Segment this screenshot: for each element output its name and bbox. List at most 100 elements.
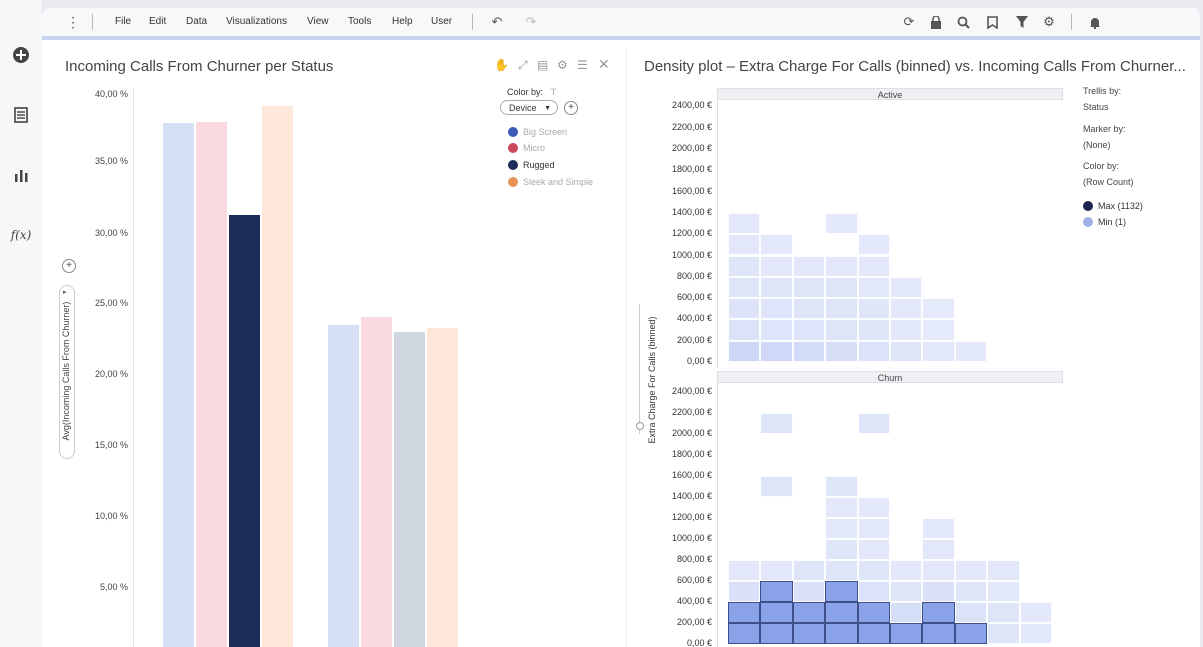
density-cell[interactable] bbox=[728, 340, 761, 362]
density-cell[interactable] bbox=[825, 212, 858, 235]
expand-icon[interactable]: ⤢ bbox=[518, 58, 528, 72]
menu-tools[interactable]: Tools bbox=[348, 16, 372, 27]
density-cell[interactable] bbox=[760, 623, 793, 644]
density-cell[interactable] bbox=[825, 602, 858, 623]
density-cell[interactable] bbox=[857, 319, 890, 341]
density-cell[interactable] bbox=[890, 319, 923, 341]
lock-icon[interactable] bbox=[927, 13, 945, 31]
bar-chart-icon[interactable] bbox=[10, 164, 32, 186]
close-icon[interactable]: ✕ bbox=[598, 56, 610, 72]
density-cell[interactable] bbox=[954, 623, 988, 644]
list-icon[interactable]: ☰ bbox=[577, 58, 588, 72]
density-cell[interactable] bbox=[728, 276, 761, 299]
density-cell[interactable] bbox=[890, 581, 923, 602]
density-cell[interactable] bbox=[792, 319, 826, 341]
density-cell[interactable] bbox=[890, 560, 923, 581]
density-cell[interactable] bbox=[857, 276, 890, 299]
density-cell[interactable] bbox=[792, 602, 826, 623]
density-cell[interactable] bbox=[760, 276, 793, 299]
density-cell[interactable] bbox=[792, 581, 826, 602]
density-cell[interactable] bbox=[1019, 602, 1052, 623]
density-cell[interactable] bbox=[825, 539, 858, 560]
density-cell[interactable] bbox=[890, 298, 923, 320]
density-cell[interactable] bbox=[857, 497, 890, 518]
density-cell[interactable] bbox=[825, 255, 858, 277]
redo-icon[interactable]: ↷ bbox=[525, 14, 537, 29]
density-cell[interactable] bbox=[857, 518, 890, 539]
density-cell[interactable] bbox=[792, 340, 826, 362]
density-cell[interactable] bbox=[857, 413, 890, 434]
menu-view[interactable]: View bbox=[307, 16, 329, 27]
density-cell[interactable] bbox=[987, 560, 1020, 581]
density-cell[interactable] bbox=[857, 234, 890, 256]
menu-edit[interactable]: Edit bbox=[149, 16, 167, 27]
density-cell[interactable] bbox=[1019, 623, 1052, 644]
density-cell[interactable] bbox=[954, 602, 988, 623]
function-icon[interactable]: f(x) bbox=[10, 228, 32, 242]
bar-sleek-and-simple-churn[interactable] bbox=[427, 327, 458, 647]
density-cell[interactable] bbox=[760, 476, 793, 497]
density-cell[interactable] bbox=[987, 623, 1020, 644]
bar-micro-churn[interactable] bbox=[361, 316, 392, 647]
bar-micro-active[interactable] bbox=[196, 121, 227, 647]
add-color-button[interactable]: + bbox=[564, 101, 578, 115]
density-cell[interactable] bbox=[857, 340, 890, 362]
density-cell[interactable] bbox=[890, 340, 923, 362]
details-icon[interactable]: ▤ bbox=[537, 58, 549, 72]
bar-rugged-active[interactable] bbox=[229, 215, 260, 647]
density-cell[interactable] bbox=[987, 581, 1020, 602]
menu-visualizations[interactable]: Visualizations bbox=[226, 16, 287, 27]
reload-icon[interactable]: ⟳ bbox=[903, 14, 915, 29]
density-cell[interactable] bbox=[890, 602, 923, 623]
menu-file[interactable]: File bbox=[115, 16, 132, 27]
density-cell[interactable] bbox=[728, 234, 761, 256]
density-cell[interactable] bbox=[857, 298, 890, 320]
y-axis-selector[interactable] bbox=[59, 285, 75, 459]
bar-sleek-and-simple-active[interactable] bbox=[262, 106, 293, 647]
density-cell[interactable] bbox=[825, 623, 858, 644]
axis-handle-icon[interactable] bbox=[636, 422, 644, 430]
density-cell[interactable] bbox=[922, 340, 955, 362]
bar-big-screen-churn[interactable] bbox=[328, 325, 359, 647]
density-cell[interactable] bbox=[825, 298, 858, 320]
density-cell[interactable] bbox=[792, 560, 826, 581]
density-cell[interactable] bbox=[922, 298, 955, 320]
density-cell[interactable] bbox=[857, 255, 890, 277]
bookmark-icon[interactable] bbox=[983, 13, 1001, 31]
density-cell[interactable] bbox=[825, 340, 858, 362]
menu-user[interactable]: User bbox=[431, 16, 453, 27]
density-cell[interactable] bbox=[760, 581, 793, 602]
density-cell[interactable] bbox=[728, 623, 761, 644]
density-cell[interactable] bbox=[760, 298, 793, 320]
density-cell[interactable] bbox=[825, 560, 858, 581]
density-cell[interactable] bbox=[922, 623, 955, 644]
density-cell[interactable] bbox=[954, 560, 988, 581]
density-cell[interactable] bbox=[954, 340, 988, 362]
density-cell[interactable] bbox=[987, 602, 1020, 623]
kebab-menu-icon[interactable]: ⋮ bbox=[66, 14, 80, 30]
density-cell[interactable] bbox=[728, 602, 761, 623]
density-cell[interactable] bbox=[792, 276, 826, 299]
axis-dropdown-arrow-icon[interactable]: ▸ bbox=[63, 289, 67, 296]
density-cell[interactable] bbox=[922, 319, 955, 341]
density-cell[interactable] bbox=[825, 581, 858, 602]
density-cell[interactable] bbox=[760, 602, 793, 623]
bar-rugged-churn[interactable] bbox=[394, 332, 425, 647]
undo-icon[interactable]: ↶ bbox=[491, 14, 503, 29]
density-cell[interactable] bbox=[760, 340, 793, 362]
density-cell[interactable] bbox=[728, 212, 761, 235]
color-by-select[interactable]: Device ▼ bbox=[500, 100, 558, 115]
data-table-icon[interactable] bbox=[10, 104, 32, 126]
density-cell[interactable] bbox=[825, 276, 858, 299]
menu-help[interactable]: Help bbox=[392, 16, 413, 27]
density-cell[interactable] bbox=[825, 518, 858, 539]
settings-icon[interactable]: ⚙ bbox=[557, 58, 568, 72]
density-cell[interactable] bbox=[792, 298, 826, 320]
filter-icon[interactable] bbox=[1013, 13, 1031, 31]
density-cell[interactable] bbox=[857, 539, 890, 560]
density-cell[interactable] bbox=[954, 581, 988, 602]
density-cell[interactable] bbox=[760, 560, 793, 581]
density-cell[interactable] bbox=[857, 560, 890, 581]
density-cell[interactable] bbox=[922, 602, 955, 623]
marker-by-value[interactable]: (None) bbox=[1083, 140, 1111, 150]
